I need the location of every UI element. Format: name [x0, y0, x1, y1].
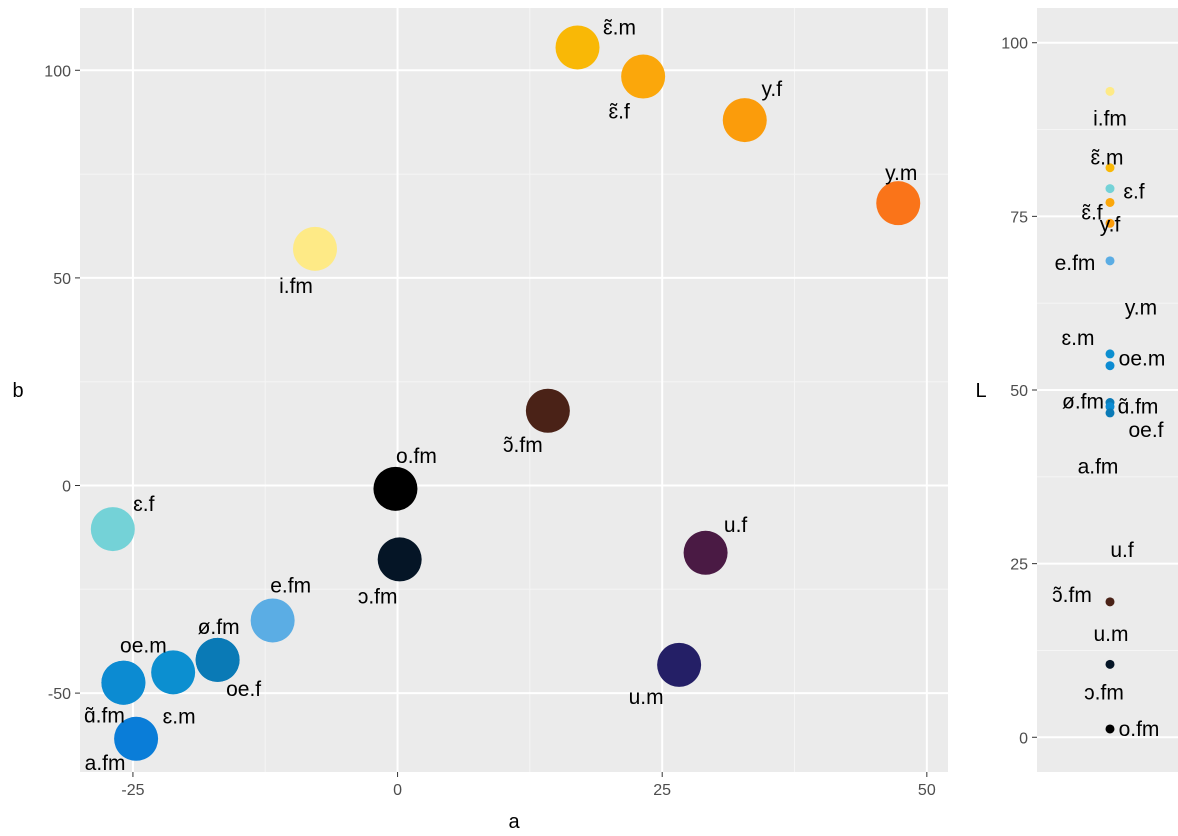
ab-label-pt--fm: ɔ̃.fm	[503, 434, 543, 457]
l-pt--fm	[1105, 402, 1115, 412]
l-pt--f	[1105, 197, 1115, 207]
l-tick-label: 25	[1010, 557, 1028, 574]
l-pt-y-f	[1105, 218, 1115, 228]
ab-pt--m	[151, 650, 196, 695]
l-tick-label: 0	[1019, 730, 1028, 747]
ab-pt-y-f	[722, 98, 767, 143]
l-data-points	[1105, 86, 1115, 734]
l-axis-title: L	[975, 380, 986, 402]
l-pt-u-m	[1106, 599, 1115, 608]
ab-label-pt-o-fm: o.fm	[396, 445, 437, 468]
ab-pt-i-fm	[292, 226, 337, 271]
ab-data-points	[90, 25, 921, 761]
l-label-pt--fm: ɔ̃.fm	[1052, 584, 1092, 607]
ab-pt--m	[555, 25, 600, 70]
l-label-pt-e-fm: e.fm	[1055, 252, 1096, 275]
l-label-pt-u-f: u.f	[1110, 539, 1134, 562]
ab-pt-y-m	[876, 181, 921, 226]
ab-label-pt-u-f: u.f	[724, 514, 748, 537]
l-axis-ticks: 0 25 50 75 100	[1001, 36, 1037, 747]
x-tick-label: -25	[121, 782, 144, 799]
ab-label-pt-i-fm: i.fm	[279, 275, 313, 298]
l-pt-a-fm	[1106, 410, 1115, 419]
ab-label-pt-y-m: y.m	[885, 162, 917, 185]
ab-label-pt--f: ɛ̃.f	[608, 101, 629, 124]
ab-label-pt--fm: ø.fm	[198, 616, 240, 639]
ab-pt--fm	[101, 660, 146, 705]
ab-label-pt--fm: ɔ.fm	[358, 585, 398, 608]
l-label-pt-o-fm: o.fm	[1119, 718, 1160, 741]
l-pt-oe-f	[1105, 408, 1115, 418]
l-pt-oe-m	[1105, 361, 1115, 371]
y-tick-label: -50	[48, 686, 71, 703]
ab-label-pt-e-fm: e.fm	[270, 574, 311, 597]
y-tick-label: 100	[44, 63, 71, 80]
l-pt--m	[1105, 349, 1115, 359]
ab-scatter-plot: -25 0 25 50 -50 0 50 100 ɛ̃.m ɛ̃.f y.f y.m i.fm ɔ̃.f…	[12, 8, 948, 833]
ab-label-pt--fm: ɑ̃.fm	[84, 705, 125, 728]
ab-pt-e-fm	[250, 598, 295, 643]
ab-pt-u-m	[657, 642, 702, 687]
l-label-pt-oe-m: oe.m	[1119, 348, 1166, 371]
l-label-pt--f: ɛ.f	[1123, 181, 1144, 204]
l-label-pt-y-f: y.f	[1100, 213, 1121, 236]
l-label-pt-a-fm: a.fm	[1078, 455, 1119, 478]
l-label-pt--fm: ɔ.fm	[1084, 681, 1124, 704]
ab-pt-a-fm	[114, 716, 159, 761]
l-label-pt--f: ɛ̃.f	[1081, 201, 1102, 224]
l-label-pt--fm: ɑ̃.fm	[1118, 396, 1159, 419]
ab-pt--fm	[525, 388, 570, 433]
ab-pt--fm	[377, 537, 422, 582]
l-label-pt--m: ɛ.m	[1062, 327, 1095, 350]
l-gridlines	[1037, 41, 1178, 739]
ab-label-pt--m: ɛ̃.m	[603, 16, 636, 39]
ab-pt-oe-f	[195, 637, 240, 682]
x-axis-title: a	[508, 811, 520, 833]
ab-label-pt-oe-m: oe.m	[120, 635, 167, 658]
y-axis-title: b	[12, 380, 23, 402]
ab-label-pt-a-fm: a.fm	[85, 752, 126, 775]
x-tick-label: 50	[918, 782, 936, 799]
l-tick-label: 75	[1010, 209, 1028, 226]
ab-label-pt-y-f: y.f	[761, 78, 782, 101]
l-pt--fm	[1105, 659, 1115, 669]
l-pt--m	[1105, 163, 1115, 173]
ab-label-pt-oe-f: oe.f	[226, 678, 261, 701]
l-pt-i-fm	[1105, 86, 1115, 96]
ab-label-pt-u-m: u.m	[629, 686, 664, 709]
x-tick-label: 25	[653, 782, 671, 799]
y-tick-label: 50	[53, 271, 71, 288]
ab-label-pt--m: ɛ.m	[163, 705, 196, 728]
l-pt--f	[1105, 184, 1115, 194]
ab-gridlines	[80, 8, 948, 772]
l-tick-label: 100	[1001, 36, 1028, 53]
l-label-pt--m: ɛ̃.m	[1091, 147, 1124, 170]
l-label-pt-i-fm: i.fm	[1093, 107, 1127, 130]
l-tick-label: 50	[1010, 383, 1028, 400]
l-point-labels: i.fm ɛ̃.m ɛ.f ɛ̃.fy.fe.fm y.m ɛ.m oe.m ø.fm ɑ̃.f…	[1052, 107, 1165, 741]
lightness-strip-plot: 0 25 50 75 100 i.fm ɛ̃.m ɛ.f ɛ̃.fy.fe.fm y.m ɛ.m o…	[975, 8, 1178, 772]
x-tick-label: 0	[393, 782, 402, 799]
l-pt-y-m	[1106, 280, 1115, 289]
l-label-pt-u-m: u.m	[1093, 623, 1128, 646]
l-label-pt--fm: ø.fm	[1062, 391, 1104, 414]
ab-pt-o-fm	[373, 466, 418, 511]
ab-pt-u-f	[683, 530, 728, 575]
ab-pt--f	[90, 507, 135, 552]
ab-pt--f	[621, 54, 666, 99]
l-pt-e-fm	[1105, 256, 1115, 266]
ab-label-pt--f: ɛ.f	[133, 493, 154, 516]
l-label-pt-oe-f: oe.f	[1128, 419, 1163, 442]
ab-axis-ticks: -25 0 25 50 -50 0 50 100	[44, 63, 936, 799]
l-label-pt-y-m: y.m	[1125, 296, 1157, 319]
l-pt-o-fm	[1105, 724, 1115, 734]
y-tick-label: 0	[62, 479, 71, 496]
l-pt--fm	[1105, 597, 1115, 607]
ab-point-labels: ɛ̃.m ɛ̃.f y.f y.m i.fm ɔ̃.fm o.fm ɔ.fm ɛ.f u.f e.f…	[84, 16, 917, 774]
